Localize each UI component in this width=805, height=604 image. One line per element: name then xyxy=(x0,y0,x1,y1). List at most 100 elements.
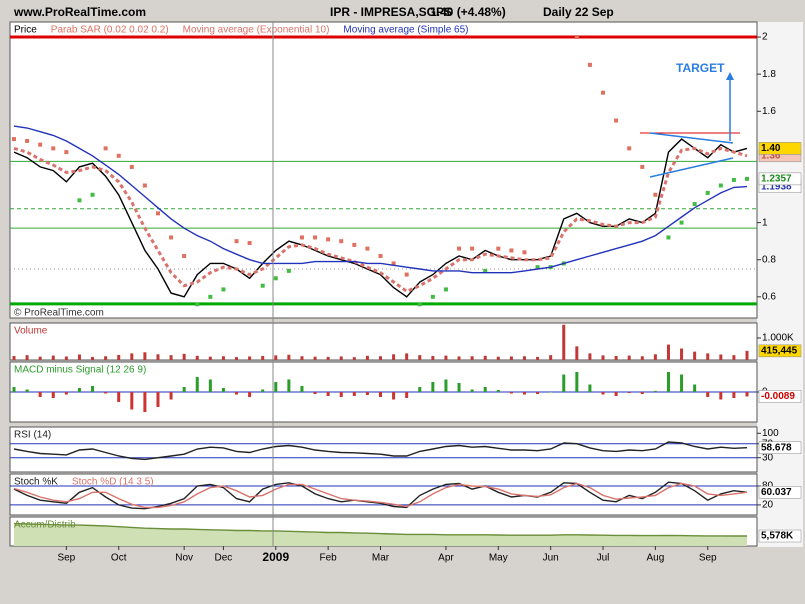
value-marker-label: 1.2357 xyxy=(761,174,792,185)
bar xyxy=(352,357,356,360)
target-arrow-head xyxy=(726,72,734,80)
panels: 0.6 0.8 1 1.6 1.8 2 Price Parab SAR (0.02 0.02 … xyxy=(9,21,802,564)
sar-dot xyxy=(443,287,448,292)
bar xyxy=(470,389,474,392)
bar xyxy=(300,356,304,360)
bar xyxy=(130,392,134,410)
sar-dot xyxy=(391,261,396,266)
sar-dot xyxy=(745,176,749,181)
bar xyxy=(169,355,173,360)
bar xyxy=(562,374,566,392)
bar xyxy=(496,390,500,392)
bar xyxy=(653,354,657,360)
overlay: TARGET xyxy=(272,22,740,546)
bar xyxy=(274,382,278,392)
price-axis-area xyxy=(757,22,803,547)
sar-dot xyxy=(247,241,252,246)
sar-dot xyxy=(234,239,239,244)
legend-entry: Parab SAR (0.02 0.02 0.2) xyxy=(51,25,169,36)
value-marker xyxy=(758,172,802,186)
bar xyxy=(483,355,487,360)
sar-dot xyxy=(365,246,370,251)
bar xyxy=(732,355,736,360)
sar-dot xyxy=(129,164,134,169)
sar-dot xyxy=(313,235,318,240)
panel-frame xyxy=(9,426,758,473)
bar xyxy=(365,355,369,360)
bar xyxy=(693,351,697,360)
sar-dot xyxy=(51,146,56,151)
bar xyxy=(666,372,670,392)
bar xyxy=(326,392,330,396)
x-tick-label: Mar xyxy=(372,553,390,564)
y-tick-label: 0.8 xyxy=(762,254,776,265)
sar-dot xyxy=(587,62,592,67)
value-marker-label: -0.0089 xyxy=(761,391,795,402)
value-marker-label: 60.037 xyxy=(761,487,792,498)
bar xyxy=(536,392,540,394)
bar xyxy=(169,392,173,400)
bar xyxy=(706,392,710,397)
x-tick-label: Nov xyxy=(175,553,193,564)
bar xyxy=(536,356,540,360)
watermark: © ProRealTime.com xyxy=(14,308,104,319)
sar-dot xyxy=(483,268,488,273)
quote: 1.40 (+4.48%) xyxy=(430,5,506,19)
period: Daily 22 Sep xyxy=(543,5,614,19)
legend-entry: Volume xyxy=(14,326,48,337)
bar xyxy=(274,355,278,360)
bar xyxy=(208,379,212,392)
bar xyxy=(12,356,16,360)
bar xyxy=(208,356,212,360)
series-line xyxy=(13,138,748,298)
bar xyxy=(235,392,239,395)
value-marker xyxy=(758,486,802,499)
sar-dot xyxy=(601,90,606,95)
bar xyxy=(392,354,396,360)
value-marker-label: 58.678 xyxy=(761,442,792,453)
bar xyxy=(640,392,644,394)
bar xyxy=(640,356,644,360)
bar xyxy=(130,353,134,360)
x-tick-label: Aug xyxy=(646,553,664,564)
bar xyxy=(261,389,265,392)
bar xyxy=(680,348,684,360)
series-line xyxy=(13,441,748,461)
y-tick-label: 100 xyxy=(762,428,779,439)
sar-dot xyxy=(286,268,291,273)
panel: 0.6 0.8 1 1.6 1.8 2 Price Parab SAR (0.02 0.02 … xyxy=(9,21,802,319)
bar xyxy=(104,356,108,360)
bar xyxy=(719,392,723,400)
panel: 3070100RSI (14)58.678 xyxy=(9,426,802,473)
bar xyxy=(653,391,657,392)
bar xyxy=(522,392,526,395)
sar-dot xyxy=(404,272,409,277)
panel: Accum/Distrib 5,578K xyxy=(9,516,802,547)
value-marker-label: 5,578K xyxy=(761,531,794,542)
sar-dot xyxy=(522,250,527,255)
panel: 1.000K Volume 415,445 xyxy=(9,322,802,361)
bar xyxy=(666,344,670,360)
sar-dot xyxy=(142,183,147,188)
bar xyxy=(156,354,160,360)
legend-entry: Stoch %D (14 3 5) xyxy=(72,477,154,488)
y-tick-label: 1.6 xyxy=(762,106,776,117)
legend-entry: Accum/Distrib xyxy=(14,520,76,531)
bar xyxy=(51,392,55,398)
bar xyxy=(51,355,55,360)
value-marker xyxy=(758,390,802,403)
sar-dot xyxy=(378,254,383,259)
legend-entry: Moving average (Exponential 10) xyxy=(183,25,330,36)
bar xyxy=(706,353,710,360)
sar-dot xyxy=(64,150,69,155)
bar xyxy=(745,350,749,360)
sar-dot xyxy=(155,211,160,216)
bar xyxy=(195,355,199,360)
sar-dot xyxy=(509,248,514,253)
sar-dot xyxy=(273,276,278,281)
sar-dot xyxy=(470,246,475,251)
bar xyxy=(509,356,513,360)
bar xyxy=(339,356,343,360)
bar xyxy=(143,352,147,360)
